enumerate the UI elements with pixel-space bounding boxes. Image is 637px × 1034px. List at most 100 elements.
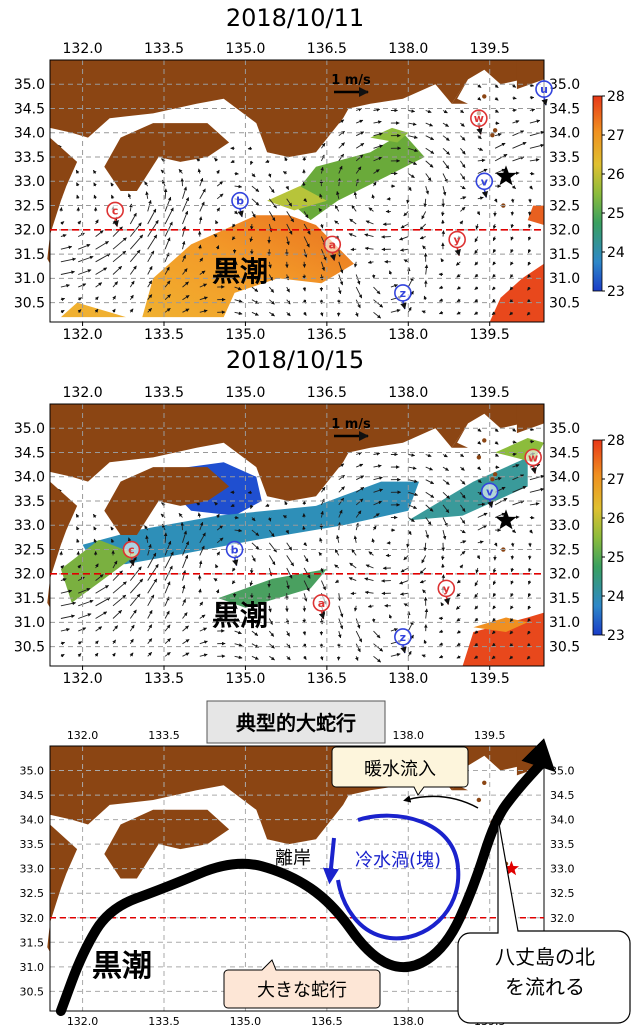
y-tick-label-right: 33.0 bbox=[550, 863, 575, 876]
velocity-arrow bbox=[474, 248, 479, 254]
velocity-arrow bbox=[286, 655, 291, 661]
velocity-arrow bbox=[460, 160, 466, 168]
velocity-arrow bbox=[373, 311, 381, 319]
velocity-arrow bbox=[144, 181, 149, 187]
velocity-arrow bbox=[164, 266, 170, 275]
kuroshio-label: 黒潮 bbox=[212, 599, 268, 632]
velocity-arrow bbox=[286, 542, 293, 551]
velocity-arrow bbox=[112, 281, 119, 288]
velocity-arrow bbox=[196, 502, 201, 506]
velocity-arrow bbox=[529, 502, 540, 506]
sst-teal-band bbox=[408, 457, 528, 521]
velocity-arrow bbox=[368, 207, 374, 212]
velocity-arrow bbox=[286, 198, 293, 207]
velocity-arrow bbox=[422, 589, 427, 594]
y-tick-label-left: 33.0 bbox=[14, 518, 45, 534]
velocity-arrow bbox=[234, 630, 242, 635]
velocity-arrow bbox=[268, 555, 276, 566]
velocity-arrow bbox=[112, 560, 118, 569]
velocity-arrow bbox=[365, 220, 374, 225]
velocity-arrow bbox=[164, 237, 171, 250]
velocity-arrow bbox=[510, 605, 514, 610]
velocity-arrow bbox=[355, 312, 359, 317]
velocity-arrow bbox=[112, 237, 127, 250]
velocity-arrow bbox=[60, 284, 70, 288]
velocity-arrow bbox=[303, 198, 307, 203]
y-tick-label-right: 32.5 bbox=[550, 887, 575, 900]
velocity-arrow bbox=[265, 503, 270, 507]
eddy-label: y bbox=[443, 582, 450, 595]
velocity-arrow bbox=[349, 562, 357, 569]
colorbar-tick-label: 28 bbox=[607, 89, 625, 105]
y-tick-label-right: 31.0 bbox=[549, 271, 580, 287]
velocity-arrow bbox=[199, 640, 208, 645]
scale-vector-label: 1 m/s bbox=[331, 417, 371, 432]
velocity-arrow bbox=[494, 477, 502, 481]
velocity-arrow bbox=[302, 261, 307, 268]
hachijo-callout bbox=[457, 817, 631, 1024]
x-tick-label-top: 139.5 bbox=[470, 385, 510, 401]
velocity-arrow bbox=[456, 298, 461, 303]
y-tick-label-left: 32.0 bbox=[20, 912, 45, 925]
velocity-arrow bbox=[285, 529, 289, 534]
velocity-arrow bbox=[75, 513, 80, 518]
velocity-arrow bbox=[403, 603, 409, 607]
x-tick-label-bottom: 132.0 bbox=[63, 671, 103, 687]
velocity-arrow bbox=[337, 522, 342, 531]
velocity-arrow bbox=[180, 178, 185, 187]
velocity-arrow bbox=[60, 257, 77, 263]
velocity-arrow bbox=[510, 580, 514, 585]
velocity-arrow bbox=[390, 308, 401, 313]
velocity-arrow bbox=[438, 285, 444, 290]
velocity-arrow bbox=[509, 655, 514, 660]
velocity-arrow bbox=[182, 268, 188, 275]
velocity-arrow bbox=[407, 277, 414, 288]
velocity-arrow bbox=[286, 211, 295, 223]
eddy-label: b bbox=[236, 195, 244, 208]
x-tick-label-top: 133.5 bbox=[144, 41, 184, 57]
velocity-arrow bbox=[512, 440, 517, 444]
y-tick-label-left: 31.0 bbox=[14, 271, 45, 287]
velocity-arrow bbox=[529, 515, 535, 520]
velocity-arrow bbox=[95, 563, 99, 569]
velocity-arrow bbox=[373, 476, 383, 481]
velocity-arrow bbox=[477, 135, 482, 140]
velocity-arrow bbox=[509, 630, 514, 635]
velocity-arrow bbox=[60, 589, 73, 594]
velocity-arrow bbox=[351, 548, 357, 556]
velocity-arrow bbox=[286, 580, 290, 590]
eddy-label: w bbox=[474, 112, 484, 125]
eddy-drift-arrow bbox=[487, 499, 494, 508]
velocity-arrow bbox=[182, 530, 187, 543]
velocity-arrow bbox=[216, 537, 224, 544]
velocity-arrow bbox=[284, 157, 288, 162]
velocity-arrow bbox=[509, 274, 514, 278]
velocity-arrow bbox=[182, 570, 187, 581]
velocity-arrow bbox=[302, 286, 307, 292]
velocity-arrow bbox=[129, 624, 135, 632]
colorbar-tick-label: 25 bbox=[607, 550, 625, 566]
velocity-arrow bbox=[199, 627, 208, 632]
velocity-arrow bbox=[182, 652, 190, 657]
velocity-arrow bbox=[408, 160, 418, 165]
velocity-arrow bbox=[251, 618, 257, 624]
eddy-drift-arrow bbox=[318, 610, 326, 620]
velocity-arrow bbox=[230, 159, 235, 164]
velocity-arrow bbox=[112, 295, 116, 300]
velocity-arrow bbox=[355, 166, 362, 174]
velocity-arrow bbox=[492, 592, 497, 598]
velocity-arrow bbox=[319, 656, 324, 661]
x-tick-label-top: 132.0 bbox=[63, 385, 103, 401]
velocity-arrow bbox=[494, 453, 499, 457]
velocity-arrow bbox=[320, 498, 325, 506]
velocity-arrow bbox=[356, 463, 364, 468]
velocity-arrow bbox=[268, 211, 276, 222]
velocity-arrow bbox=[403, 555, 409, 561]
velocity-arrow bbox=[285, 618, 290, 625]
velocity-arrow bbox=[267, 173, 272, 178]
velocity-arrow bbox=[319, 312, 324, 317]
eddy-drift-arrow bbox=[329, 252, 336, 261]
colorbar-tick-label: 27 bbox=[607, 472, 625, 488]
velocity-arrow bbox=[178, 169, 183, 174]
y-tick-label-left: 31.0 bbox=[14, 615, 45, 631]
